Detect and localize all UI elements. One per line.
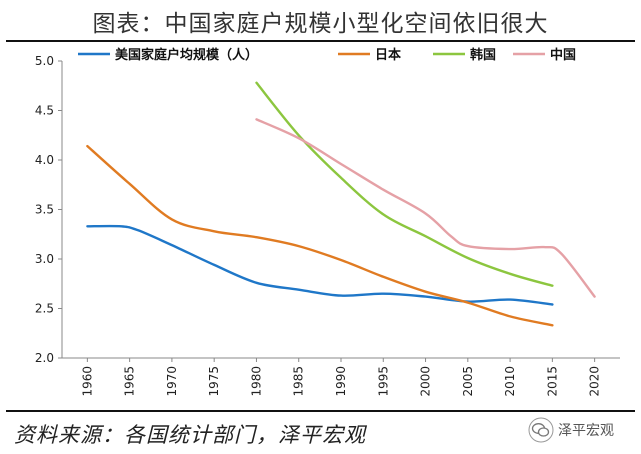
x-tick-label: 1970 [165,366,179,397]
legend-label-2: 日本 [375,47,401,63]
x-tick-label: 1995 [376,366,390,397]
chart-axes: 2.0 2.5 3.0 3.5 4.0 4.5 5.0 1960 1965 1970 1975 198… [35,54,620,397]
y-tick-label: 4.5 [35,104,54,118]
series-layer [86,81,596,327]
x-tick-label: 2000 [419,366,433,397]
figure-title: 图表：中国家庭户规模小型化空间依旧很大 [92,11,549,37]
y-tick-label: 2.0 [35,351,54,365]
top-rule [6,40,635,42]
series-line-4 [255,118,596,298]
x-tick-label: 2020 [588,366,602,397]
x-tick-label: 1985 [292,366,306,397]
y-tick-label: 5.0 [35,54,54,68]
y-tick-label: 3.5 [35,203,54,217]
x-tick-label: 1975 [207,366,221,397]
series-line-2 [86,144,554,327]
y-tick-label: 3.0 [35,252,54,266]
watermark: 泽平宏观 [528,412,638,448]
x-tick-label: 1990 [334,366,348,397]
legend-label-4: 中国 [550,47,576,63]
x-tick-label: 2005 [461,366,475,397]
x-tick-label: 1980 [249,366,263,397]
wechat-logo-icon [528,417,554,443]
bottom-rule [6,410,635,412]
watermark-text: 泽平宏观 [558,423,614,439]
x-tick-label: 1960 [80,366,94,397]
series-line-3 [255,81,554,287]
x-tick-label: 2010 [503,366,517,397]
chart-legend: 美国家庭户均规模（人） 日本 韩国 中国 [78,47,576,63]
y-tick-label: 4.0 [35,153,54,167]
source-note: 资料来源：各国统计部门，泽平宏观 [14,423,366,447]
y-tick-label: 2.5 [35,302,54,316]
legend-label-1: 美国家庭户均规模（人） [115,47,258,63]
line-chart: 2.0 2.5 3.0 3.5 4.0 4.5 5.0 1960 1965 1970 1975 198… [35,47,620,397]
x-tick-label: 1965 [123,366,137,397]
legend-label-3: 韩国 [470,47,496,63]
x-tick-label: 2015 [545,366,559,397]
